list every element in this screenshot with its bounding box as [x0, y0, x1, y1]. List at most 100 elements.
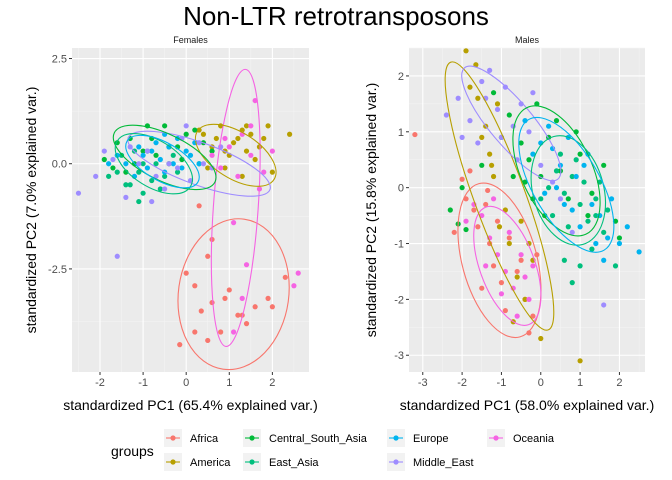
point-europe	[553, 185, 560, 191]
point-europe	[624, 224, 630, 230]
legend-item-middle_east: Middle_East	[387, 453, 474, 471]
point-africa	[192, 329, 198, 335]
point-middle_east	[487, 67, 493, 73]
point-africa	[471, 207, 477, 213]
point-oceania	[209, 152, 215, 158]
point-central_south_asia	[479, 162, 485, 168]
point-america	[239, 173, 245, 179]
point-east_asia	[136, 198, 142, 205]
point-east_asia	[538, 196, 544, 202]
point-europe	[601, 257, 607, 263]
point-east_asia	[577, 201, 583, 208]
point-central_south_asia	[162, 123, 168, 129]
point-central_south_asia	[534, 101, 540, 107]
point-africa	[530, 313, 536, 319]
point-america	[514, 274, 520, 280]
point-oceania	[522, 274, 528, 280]
legend-item-oceania: Oceania	[487, 429, 555, 447]
point-central_south_asia	[616, 235, 623, 241]
point-europe	[589, 201, 595, 208]
legend-item-europe: Europe	[387, 429, 448, 447]
ellipse-east_asia	[114, 133, 193, 195]
point-europe	[123, 161, 129, 167]
point-europe	[136, 144, 142, 150]
point-east_asia	[612, 263, 619, 269]
point-europe	[153, 140, 159, 146]
point-middle_east	[494, 106, 501, 113]
point-oceania	[222, 135, 228, 142]
point-america	[243, 148, 250, 154]
point-europe	[187, 152, 194, 158]
point-middle_east	[123, 194, 129, 200]
point-east_asia	[601, 229, 607, 235]
y-tick-label: 0	[398, 183, 404, 195]
point-east_asia	[585, 218, 591, 224]
point-middle_east	[557, 196, 564, 202]
ellipse-oceania	[210, 68, 261, 347]
point-central_south_asia	[192, 127, 198, 133]
legend-item-east_asia: East_Asia	[243, 453, 319, 471]
point-central_south_asia	[183, 131, 189, 137]
point-middle_east	[174, 165, 181, 171]
point-central_south_asia	[565, 196, 571, 202]
point-central_south_asia	[601, 162, 607, 168]
point-africa	[526, 330, 532, 336]
point-oceania	[261, 169, 267, 175]
point-africa	[269, 304, 275, 310]
ellipse-america	[194, 123, 277, 187]
point-europe	[196, 161, 202, 167]
point-oceania	[248, 152, 254, 158]
x-tick-label: 2	[616, 377, 622, 389]
point-america	[287, 131, 293, 137]
ellipse-oceania	[473, 205, 542, 326]
x-tick-label: -1	[497, 377, 507, 389]
ellipse-africa	[177, 218, 290, 371]
point-oceania	[248, 123, 254, 129]
point-america	[467, 84, 473, 90]
legend-item-central_south_asia: Central_South_Asia	[243, 429, 368, 447]
legend: groups Africa America Central_South_Asia Eas…	[111, 429, 555, 471]
y-tick-label: 2.5	[52, 54, 67, 66]
ellipses	[112, 68, 290, 371]
point-middle_east	[530, 90, 536, 96]
panel-females: Females -2 -1 0 1 2 -2.5 0.0 2.5 standardized PC1…	[23, 35, 318, 413]
point-east_asia	[593, 196, 599, 202]
point-america	[222, 165, 228, 171]
point-america	[496, 224, 503, 230]
point-america	[205, 165, 211, 171]
point-america	[538, 335, 544, 342]
point-oceania	[230, 329, 237, 335]
chart-title: Non-LTR retrotransposons	[183, 1, 489, 31]
point-middle_east	[183, 123, 189, 129]
y-tick-label: -2.5	[48, 264, 67, 276]
panel-males: Males -3 -2 -1 0 1 2 -3 -2 -1 0 1 2 standardized PC1 …	[363, 35, 654, 413]
point-america	[522, 296, 528, 302]
ellipse-central_south_asia	[112, 124, 217, 191]
point-central_south_asia	[123, 169, 129, 175]
point-oceania	[526, 296, 532, 302]
minor-grid	[72, 48, 309, 372]
point-oceania	[295, 270, 301, 276]
point-east_asia	[569, 173, 575, 180]
panel-strip-label: Females	[173, 35, 208, 45]
point-america	[494, 101, 501, 107]
point-america	[261, 135, 267, 142]
x-axis-label: standardized PC1 (58.0% explained var.)	[400, 397, 654, 413]
point-middle_east	[459, 134, 465, 140]
point-africa	[222, 295, 228, 301]
plot-background	[72, 48, 309, 372]
point-europe	[183, 148, 189, 154]
point-east_asia	[162, 173, 168, 179]
point-europe	[569, 207, 575, 213]
point-east_asia	[573, 157, 579, 163]
point-oceania	[463, 218, 469, 224]
major-grid	[72, 48, 309, 372]
point-africa	[252, 304, 258, 310]
point-africa	[506, 235, 512, 241]
point-east_asia	[561, 190, 567, 196]
point-africa	[494, 218, 501, 224]
point-east_asia	[593, 212, 599, 219]
x-tick-label: -2	[95, 377, 105, 389]
point-africa	[518, 257, 524, 263]
